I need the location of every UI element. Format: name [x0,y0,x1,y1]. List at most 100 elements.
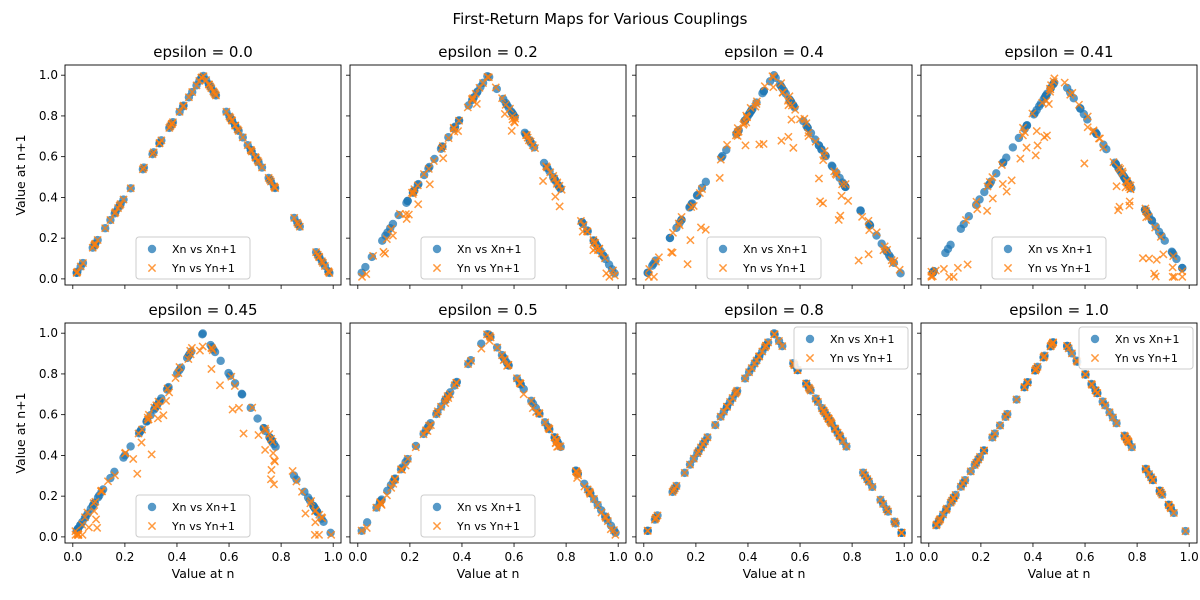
point-yn [1031,366,1040,375]
point-yn [815,197,825,206]
point-yn [436,402,446,411]
point-yn [184,354,193,364]
point-xn [411,441,421,451]
point-yn [425,180,434,189]
point-yn [126,184,135,193]
legend-marker-yn [805,353,815,363]
subplot-5: epsilon = 0.45 0.0 0.0 0.2 0.2 0.4 0.4 0.6 0.6 0.… [13,301,343,581]
point-yn [1141,204,1150,213]
point-yn [939,264,949,274]
point-yn [502,361,512,371]
point-yn [178,102,188,111]
point-yn [653,511,662,520]
legend-label-yn: Yn vs Yn+1 [1027,262,1091,275]
point-yn [995,421,1005,430]
point-yn [1033,362,1042,371]
point-yn [752,99,761,109]
point-yn [198,342,207,351]
point-yn [161,396,171,405]
point-yn [432,409,441,419]
point-yn [382,491,392,500]
legend-label-yn: Yn vs Yn+1 [171,262,235,275]
axes-frame [64,322,342,544]
point-yn [230,381,239,391]
point-yn [963,260,972,269]
point-yn [138,165,148,174]
x-tick-label: 0.2 [400,550,419,564]
point-yn [387,224,396,234]
point-yn [357,272,367,281]
point-yn [740,374,750,383]
point-yn [195,76,204,86]
point-yn [452,378,461,387]
point-yn [93,235,102,245]
point-yn [396,465,406,474]
point-yn [471,89,480,98]
point-yn [701,225,710,234]
subplot-grid: epsilon = 0.0 0.0 0.2 0.4 0.6 0.8 1.0 Value at … [13,43,1199,581]
point-yn [357,526,366,535]
x-tick-label: 0.8 [272,550,291,564]
point-yn [215,381,225,390]
point-yn [700,437,710,446]
point-yn [475,83,484,92]
point-yn [103,477,113,486]
point-yn [484,73,493,82]
point-yn [1023,378,1032,387]
point-xn [1002,153,1011,162]
point-yn [1020,382,1029,392]
point-yn [362,523,371,533]
point-yn [426,421,435,430]
point-yn [583,227,592,236]
point-yn [1181,527,1190,536]
point-yn [1046,85,1055,94]
point-yn [551,192,560,201]
point-yn [264,173,273,183]
subplot-1: epsilon = 0.0 0.0 0.2 0.4 0.6 0.8 1.0 Value at … [13,43,342,289]
point-yn [789,143,798,152]
legend-label-xn: Xn vs Xn+1 [172,501,236,514]
point-yn [234,403,244,412]
point-yn [429,156,438,166]
point-yn [133,469,142,478]
point-yn [395,209,405,218]
point-yn [1144,469,1154,479]
point-yn [1120,431,1129,440]
point-yn [1151,272,1160,281]
y-tick-label: 1.0 [39,326,58,340]
point-yn [774,336,784,346]
point-yn [979,446,989,455]
point-yn [804,383,813,392]
axes-frame [349,64,627,286]
point-yn [106,215,115,225]
point-xn [126,442,135,451]
x-tick-label: 0.2 [115,550,134,564]
point-yn [510,118,519,127]
point-yn [228,405,237,414]
point-yn [463,359,473,369]
point-yn [257,163,267,172]
point-yn [544,423,553,432]
point-yn [419,169,429,179]
point-yn [683,260,692,269]
point-yn [1177,267,1187,276]
point-yn [576,216,586,226]
point-yn [1066,90,1075,99]
point-yn [261,426,270,435]
point-yn [317,513,326,522]
x-tick-label: 1.0 [324,550,343,564]
point-yn [1080,159,1089,168]
point-yn [573,471,583,480]
point-yn [368,251,378,260]
point-yn [1118,169,1128,178]
point-yn [542,163,552,172]
point-xn [701,177,711,187]
point-yn [97,487,107,496]
x-axis-label: Value at n [457,566,520,581]
x-tick-label: 0.4 [167,550,186,564]
point-yn [731,389,740,398]
point-yn [91,239,100,248]
legend: Xn vs Xn+1 Yn vs Yn+1 [420,236,536,280]
point-yn [260,424,270,433]
point-yn [778,342,787,351]
